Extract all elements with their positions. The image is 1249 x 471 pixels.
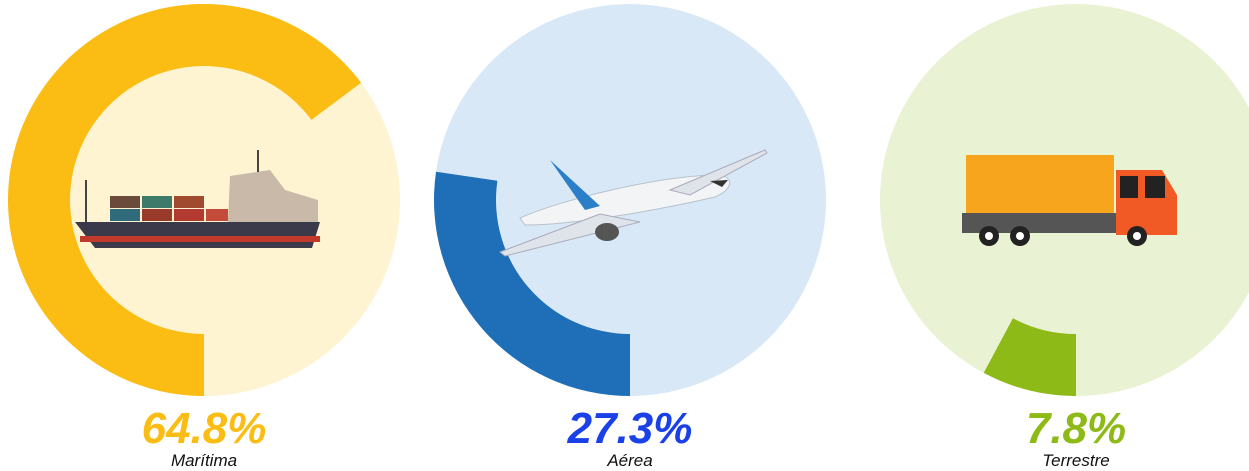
category-label: Terrestre [1042,451,1109,470]
value-label: 27.3% [567,404,693,453]
value-label: 64.8% [142,404,267,453]
page: 64.8%Marítima 27.3%Aérea 7.8%Terrestre [0,0,1249,471]
category-label: Aérea [606,451,652,470]
category-label: Marítima [171,451,237,470]
value-label: 7.8% [1026,404,1126,453]
chart: 64.8%Marítima 27.3%Aérea 7.8%Terrestre [0,0,1249,471]
